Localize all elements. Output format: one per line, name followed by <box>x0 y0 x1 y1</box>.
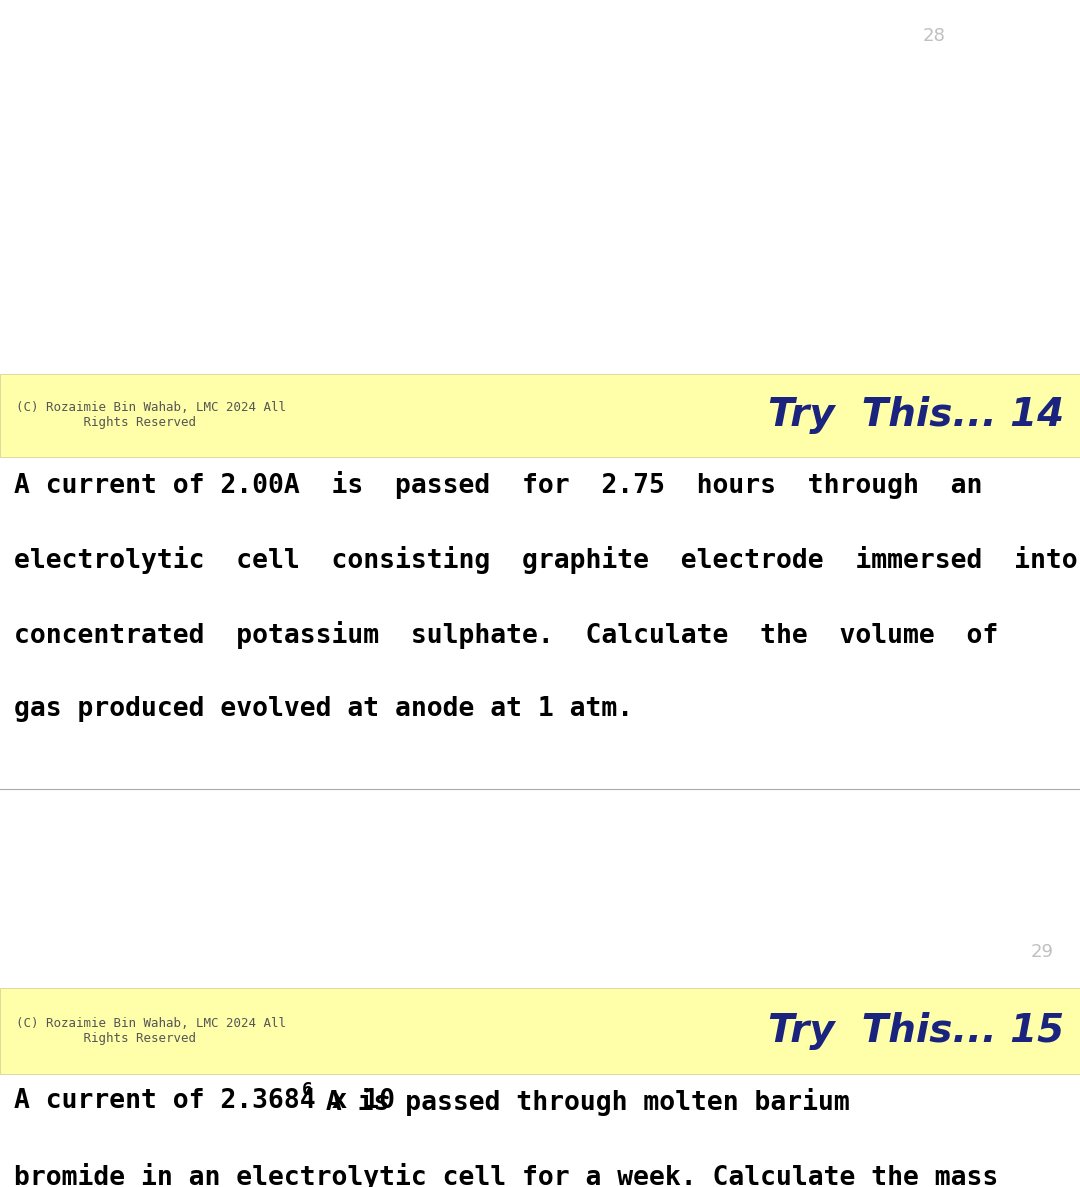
Text: A is passed through molten barium: A is passed through molten barium <box>310 1088 850 1117</box>
FancyBboxPatch shape <box>0 988 1080 1074</box>
Text: 28: 28 <box>922 27 946 45</box>
Text: A current of 2.00A  is  passed  for  2.75  hours  through  an: A current of 2.00A is passed for 2.75 ho… <box>14 471 983 500</box>
Text: Try  This... 14: Try This... 14 <box>768 396 1064 434</box>
Text: Try  This... 15: Try This... 15 <box>768 1011 1064 1050</box>
Text: gas produced evolved at anode at 1 atm.: gas produced evolved at anode at 1 atm. <box>14 696 633 722</box>
Text: (C) Rozaimie Bin Wahab, LMC 2024 All
         Rights Reserved: (C) Rozaimie Bin Wahab, LMC 2024 All Rig… <box>16 1017 286 1045</box>
Text: bromide in an electrolytic cell for a week. Calculate the mass: bromide in an electrolytic cell for a we… <box>14 1163 998 1187</box>
Text: (C) Rozaimie Bin Wahab, LMC 2024 All
         Rights Reserved: (C) Rozaimie Bin Wahab, LMC 2024 All Rig… <box>16 401 286 430</box>
Text: 6: 6 <box>302 1081 313 1099</box>
Text: electrolytic  cell  consisting  graphite  electrode  immersed  into: electrolytic cell consisting graphite el… <box>14 546 1078 575</box>
Text: A current of 2.3684 x 10: A current of 2.3684 x 10 <box>14 1088 395 1115</box>
Text: 29: 29 <box>1030 944 1054 961</box>
Text: concentrated  potassium  sulphate.  Calculate  the  volume  of: concentrated potassium sulphate. Calcula… <box>14 621 998 649</box>
FancyBboxPatch shape <box>0 374 1080 457</box>
